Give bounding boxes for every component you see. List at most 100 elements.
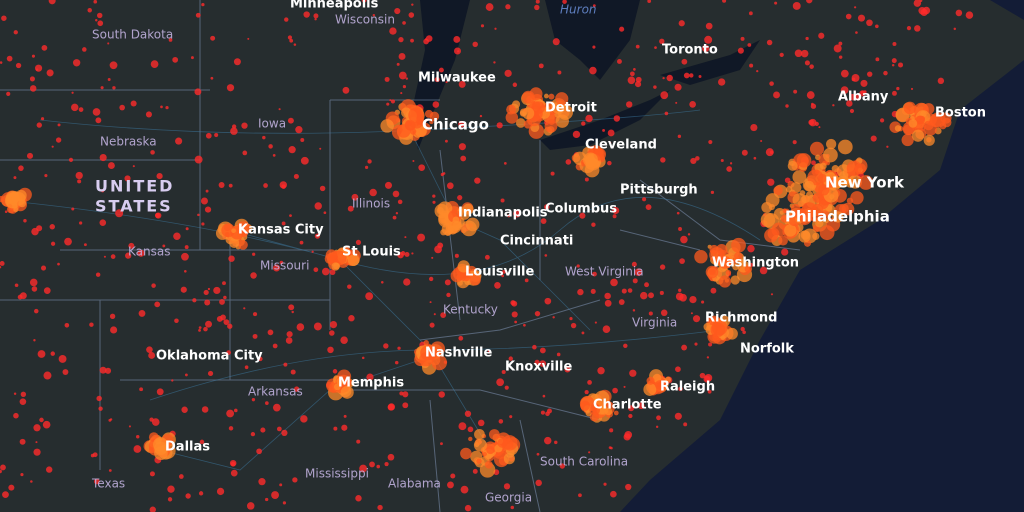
dot xyxy=(785,104,789,108)
dot xyxy=(690,312,693,315)
dot xyxy=(913,0,922,7)
dot xyxy=(444,139,448,143)
dot xyxy=(590,288,596,294)
dot xyxy=(303,11,310,18)
dot xyxy=(366,373,374,381)
dot xyxy=(389,27,397,35)
dot xyxy=(538,63,544,69)
dot xyxy=(629,369,637,377)
dot xyxy=(252,312,258,317)
dot xyxy=(457,50,460,53)
dot xyxy=(411,3,414,6)
dot xyxy=(332,369,338,374)
dot xyxy=(784,208,790,214)
dot xyxy=(801,202,818,218)
dot xyxy=(613,410,619,416)
dot xyxy=(607,160,612,166)
dot xyxy=(676,211,680,215)
dot xyxy=(199,439,205,445)
dot xyxy=(726,166,733,172)
dot xyxy=(643,383,657,396)
dot xyxy=(402,21,406,25)
dot xyxy=(201,2,205,7)
dot xyxy=(559,463,565,469)
dot xyxy=(168,38,173,42)
label: Georgia xyxy=(485,491,532,505)
dot xyxy=(203,326,208,332)
dot xyxy=(677,134,682,138)
dot xyxy=(31,227,39,236)
dot xyxy=(717,259,722,265)
dot xyxy=(507,214,511,218)
dot xyxy=(15,189,27,202)
dot xyxy=(156,172,163,180)
dot xyxy=(198,491,204,496)
dot xyxy=(741,149,748,156)
dot xyxy=(694,250,708,264)
dot xyxy=(233,408,238,413)
dot xyxy=(790,203,801,214)
dot xyxy=(442,172,446,175)
dot xyxy=(293,43,297,46)
dot xyxy=(683,72,690,79)
dot xyxy=(584,177,589,182)
dot xyxy=(241,122,248,129)
dot xyxy=(279,181,287,189)
dot xyxy=(204,206,212,213)
dot xyxy=(252,333,258,339)
dot xyxy=(279,260,284,265)
dot xyxy=(515,118,526,128)
dot xyxy=(313,322,322,331)
dot xyxy=(151,283,156,288)
dot xyxy=(250,431,256,437)
dot xyxy=(732,263,740,271)
dot xyxy=(659,264,666,270)
dot xyxy=(165,106,169,110)
dot xyxy=(588,451,591,454)
dot xyxy=(803,180,815,191)
dot xyxy=(612,206,620,215)
dot xyxy=(450,473,456,479)
dot xyxy=(92,108,101,116)
dot xyxy=(4,210,8,213)
dot xyxy=(347,205,354,212)
dot xyxy=(184,373,188,377)
dot xyxy=(497,438,508,448)
dot xyxy=(214,133,219,138)
dot xyxy=(108,469,112,472)
dot xyxy=(473,438,487,452)
label: Raleigh xyxy=(660,380,715,395)
dot xyxy=(635,44,640,49)
dot xyxy=(815,170,820,175)
dot xyxy=(96,12,103,19)
dot xyxy=(612,387,618,394)
dot xyxy=(631,261,637,267)
dot xyxy=(119,104,125,111)
dot xyxy=(402,391,409,398)
dot xyxy=(625,101,633,108)
dot xyxy=(850,191,864,205)
dot xyxy=(656,382,661,387)
dot xyxy=(501,369,506,374)
dot xyxy=(311,250,314,253)
dot xyxy=(901,133,914,147)
dot xyxy=(731,237,746,253)
dot xyxy=(617,59,622,64)
dot xyxy=(251,397,256,402)
dot xyxy=(288,304,295,311)
dot xyxy=(256,448,262,455)
dot xyxy=(210,35,216,41)
dot xyxy=(823,147,838,163)
dot xyxy=(604,292,611,300)
dot xyxy=(19,398,27,405)
dot xyxy=(160,105,163,109)
dot xyxy=(594,390,610,406)
dot xyxy=(192,298,197,303)
dot xyxy=(50,241,56,246)
dot xyxy=(124,175,131,182)
dot xyxy=(811,160,816,166)
dot xyxy=(229,459,237,467)
label: New York xyxy=(825,174,905,192)
dot xyxy=(130,100,137,107)
